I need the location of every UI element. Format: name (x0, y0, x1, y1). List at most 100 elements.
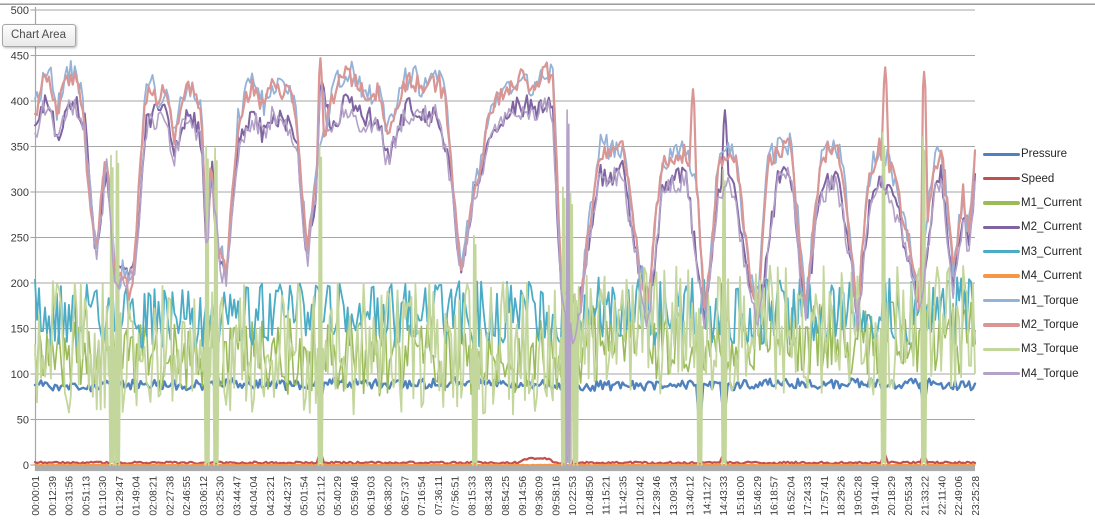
x-axis-label: 19:41:40 (870, 476, 881, 516)
y-axis-label-350: 350 (11, 141, 29, 153)
x-axis-label: 23:25:28 (971, 476, 982, 516)
y-axis-label-500: 500 (11, 5, 29, 17)
legend-item-M2_Torque[interactable]: M2_Torque (983, 313, 1082, 337)
x-axis-label: 10:48:50 (585, 476, 596, 516)
y-axis-label-450: 450 (11, 50, 29, 62)
series-line-Speed[interactable] (33, 453, 977, 465)
x-axis-label: 08:34:38 (484, 476, 495, 516)
y-axis-label-400: 400 (11, 96, 29, 108)
legend-swatch-M1_Torque (983, 298, 1020, 303)
series-line-M3_Current[interactable] (34, 276, 976, 349)
x-axis-label: 19:05:28 (854, 476, 865, 516)
legend-item-M4_Torque[interactable]: M4_Torque (983, 362, 1082, 386)
y-axis-label-100: 100 (11, 369, 29, 381)
x-axis-label: 12:10:42 (635, 476, 646, 516)
legend-swatch-M3_Torque (983, 347, 1020, 352)
x-axis-label: 03:25:30 (216, 476, 227, 516)
x-axis-label: 17:57:41 (820, 476, 831, 516)
x-axis-label: 07:36:11 (434, 476, 445, 515)
series-line-M3_Torque[interactable] (34, 131, 976, 466)
x-axis-label: 14:43:33 (719, 476, 730, 516)
x-axis-line[interactable] (35, 465, 976, 472)
x-axis-label: 05:59:46 (350, 476, 361, 516)
x-axis-label: 02:27:38 (165, 476, 176, 516)
legend-label: M1_Torque (1021, 294, 1079, 307)
x-axis-label: 06:38:20 (384, 476, 395, 516)
legend-swatch-M1_Current (983, 201, 1020, 205)
x-axis-label: 00:12:39 (48, 476, 59, 516)
series-line-M2_Torque[interactable] (33, 57, 977, 342)
legend-label: M2_Torque (1021, 318, 1079, 331)
legend-swatch-M4_Current (983, 274, 1020, 278)
x-axis-label: 05:21:12 (316, 476, 327, 516)
legend-item-M2_Current[interactable]: M2_Current (983, 215, 1082, 239)
y-axis-label-50: 50 (17, 414, 29, 426)
x-axis-label: 01:29:47 (115, 476, 126, 516)
legend-item-M3_Current[interactable]: M3_Current (983, 240, 1082, 264)
legend-item-M4_Current[interactable]: M4_Current (983, 264, 1082, 288)
x-axis-label: 10:22:53 (568, 476, 579, 516)
chart-area-tooltip: Chart Area (2, 24, 76, 47)
legend-swatch-M2_Torque (983, 323, 1020, 327)
x-axis-label: 00:51:13 (81, 476, 92, 516)
x-axis-label: 11:42:35 (619, 476, 630, 515)
legend-swatch-Pressure (983, 152, 1020, 156)
x-axis-label: 00:00:01 (31, 476, 42, 516)
x-axis-label: 18:29:26 (837, 476, 848, 516)
x-axis-label: 03:44:47 (232, 476, 243, 516)
x-axis-label: 12:39:46 (652, 476, 663, 516)
x-axis-label: 13:40:12 (686, 476, 697, 516)
legend-label: M3_Current (1021, 245, 1082, 258)
x-axis-label: 09:14:56 (518, 476, 529, 516)
x-axis-label: 08:54:25 (501, 476, 512, 516)
x-axis-label: 15:46:29 (753, 476, 764, 516)
y-axis-label-150: 150 (11, 323, 29, 335)
x-axis-label: 21:33:22 (921, 476, 932, 516)
y-axis-label-300: 300 (11, 187, 29, 199)
chart-legend[interactable]: Pressure Speed M1_Current M2_Current M3_Curr… (983, 142, 1082, 386)
legend-swatch-M3_Current (983, 250, 1020, 254)
series-line-Pressure[interactable] (33, 376, 977, 423)
legend-label: M4_Current (1021, 270, 1082, 283)
x-axis-label: 03:06:12 (199, 476, 210, 516)
x-axis-label: 04:23:21 (266, 476, 277, 516)
x-axis-label: 16:52:04 (786, 476, 797, 516)
legend-swatch-M4_Torque (983, 372, 1020, 376)
x-axis-label: 16:18:57 (770, 476, 781, 516)
x-axis-label: 17:24:33 (803, 476, 814, 516)
x-axis-label: 22:11:40 (937, 476, 948, 515)
x-axis-label: 07:16:54 (417, 476, 428, 516)
legend-label: M2_Current (1021, 221, 1082, 234)
x-axis-label: 02:08:21 (149, 476, 160, 516)
x-axis-label: 04:04:04 (249, 476, 260, 516)
legend-label: Speed (1021, 172, 1055, 185)
legend-swatch-M2_Current (983, 225, 1020, 230)
legend-label: M3_Torque (1021, 343, 1079, 356)
x-axis-label: 04:42:37 (283, 476, 294, 516)
y-axis-label-200: 200 (11, 278, 29, 290)
legend-item-Pressure[interactable]: Pressure (983, 142, 1082, 166)
y-axis-label-250: 250 (11, 232, 29, 244)
x-axis-label: 06:19:03 (367, 476, 378, 516)
series-line-M4_Current[interactable] (34, 463, 976, 466)
legend-label: Pressure (1021, 148, 1068, 161)
x-axis-label: 01:49:04 (132, 476, 143, 516)
series-line-M4_Torque[interactable] (34, 87, 976, 466)
x-axis-label: 06:57:37 (400, 476, 411, 516)
legend-item-M3_Torque[interactable]: M3_Torque (983, 337, 1082, 361)
x-axis-label: 00:31:56 (65, 476, 76, 516)
x-axis-label: 14:11:27 (702, 476, 713, 515)
legend-item-M1_Torque[interactable]: M1_Torque (983, 288, 1082, 312)
x-axis-label: 07:56:51 (451, 476, 462, 516)
x-axis-label: 09:58:16 (551, 476, 562, 516)
legend-item-M1_Current[interactable]: M1_Current (983, 191, 1082, 215)
x-axis-label: 11:15:21 (602, 476, 613, 515)
x-axis-label: 15:16:00 (736, 476, 747, 516)
x-axis-label: 05:40:29 (333, 476, 344, 516)
x-axis-label: 09:36:09 (535, 476, 546, 516)
legend-item-Speed[interactable]: Speed (983, 166, 1082, 190)
x-axis-label: 22:49:06 (954, 476, 965, 516)
x-axis-label: 05:01:54 (300, 476, 311, 516)
